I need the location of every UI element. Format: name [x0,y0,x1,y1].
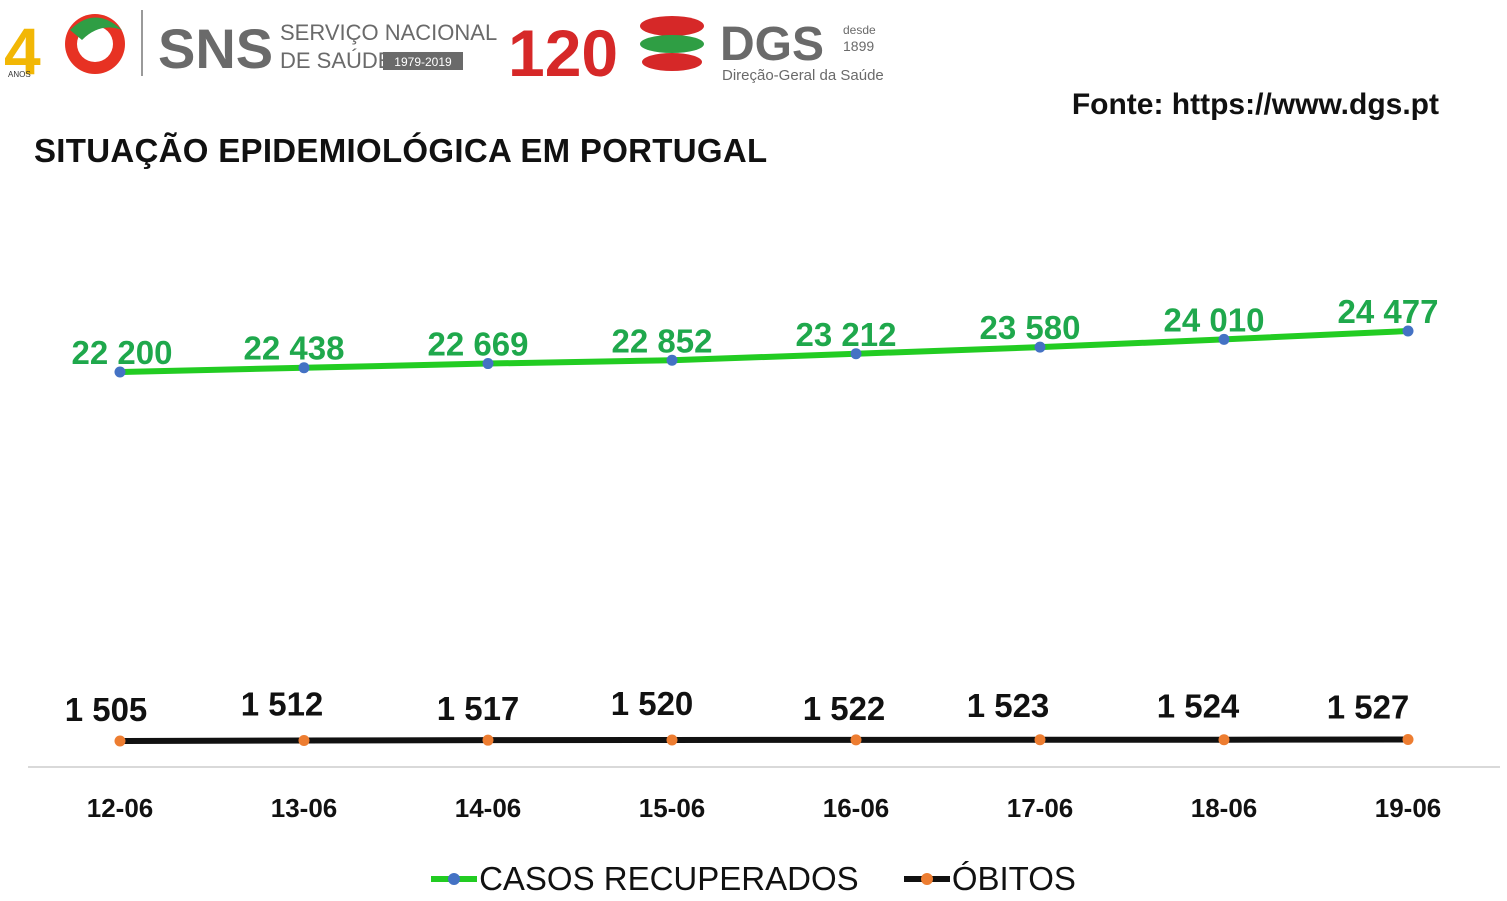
series-line-deaths [117,736,1411,744]
logo-120-stripe-3 [642,53,702,71]
data-point-recovered [850,348,862,360]
chart-title: SITUAÇÃO EPIDEMIOLÓGICA EM PORTUGAL [34,132,768,169]
logo-40-caption: ANOS [8,70,31,79]
data-label-recovered: 23 580 [980,309,1081,346]
logo-dgs-since: desde [843,23,876,37]
logo-dgs-abbr: DGS [720,18,824,71]
logo-sns: SNS SERVIÇO NACIONAL DE SAÚDE 1979-2019 [158,17,497,80]
logo-120-number: 120 [508,16,618,90]
legend-swatch-recovered [431,873,478,885]
x-tick-label: 17-06 [1007,793,1074,823]
logos-header: 4 ANOS SNS SERVIÇO NACIONAL DE SAÚDE 197… [4,10,884,90]
logo-sns-line1: SERVIÇO NACIONAL [280,20,497,45]
logo-sns-line2: DE SAÚDE [280,48,392,73]
logo-dgs-name: Direção-Geral da Saúde [722,67,884,84]
logo-120-stripe-1 [640,16,704,36]
data-label-deaths: 1 527 [1327,689,1410,726]
data-label-recovered: 22 200 [72,334,173,371]
data-point-recovered [1402,325,1414,337]
chart-legend: CASOS RECUPERADOS ÓBITOS [0,852,1507,898]
data-label-recovered: 22 669 [428,326,529,363]
data-point-recovered [298,362,310,374]
logo-40-digit-4: 4 [4,14,41,88]
data-label-recovered: 22 438 [244,330,345,367]
series-line-recovered [117,328,1411,375]
data-point-recovered [1034,341,1046,353]
data-point-deaths [1402,734,1414,745]
x-tick-label: 13-06 [271,793,338,823]
x-tick-label: 16-06 [823,793,890,823]
x-tick-label: 15-06 [639,793,706,823]
data-point-recovered [1218,333,1230,345]
x-tick-label: 14-06 [455,793,522,823]
data-point-recovered [114,366,126,378]
logo-dgs: DGS desde 1899 Direção-Geral da Saúde [720,18,884,84]
data-label-deaths: 1 523 [967,687,1050,724]
data-label-deaths: 1 520 [611,685,694,722]
logo-sns-years-box [383,52,463,70]
logo-40-leaf [70,17,122,40]
data-point-deaths [1218,734,1230,746]
data-point-deaths [114,735,126,747]
x-tick-label: 12-06 [87,793,154,823]
data-label-recovered: 23 212 [796,316,897,353]
data-point-recovered [666,354,678,366]
legend-item-recovered: CASOS RECUPERADOS [431,860,859,898]
data-point-deaths [482,734,494,746]
legend-label-recovered: CASOS RECUPERADOS [479,860,859,897]
data-point-deaths [298,735,310,747]
legend-swatch-deaths [903,873,950,885]
data-point-deaths [850,734,862,746]
data-label-recovered: 24 477 [1338,293,1439,330]
data-label-recovered: 22 852 [612,322,713,359]
legend-marker-recovered [448,873,461,885]
data-label-deaths: 1 505 [65,691,148,728]
x-tick-label: 18-06 [1191,793,1258,823]
logo-120-anos: 120 [508,16,704,90]
data-point-deaths [1034,734,1046,746]
logo-sns-years: 1979-2019 [394,55,452,69]
data-point-recovered [482,358,494,370]
logo-sns-abbr: SNS [158,17,273,80]
logo-dgs-year: 1899 [843,38,874,54]
data-label-deaths: 1 524 [1157,688,1240,725]
logo-120-stripe-2 [640,35,704,53]
logo-40-anos: 4 ANOS [4,14,125,88]
data-label-recovered: 24 010 [1164,301,1265,338]
data-label-deaths: 1 522 [803,690,886,727]
legend-item-deaths: ÓBITOS [903,860,1076,898]
data-label-deaths: 1 517 [437,690,520,727]
x-tick-label: 19-06 [1375,793,1442,823]
legend-marker-deaths [920,873,933,885]
legend-label-deaths: ÓBITOS [951,860,1076,897]
data-label-deaths: 1 512 [241,686,324,723]
data-point-deaths [666,734,678,746]
source-text: Fonte: https://www.dgs.pt [1071,88,1439,121]
